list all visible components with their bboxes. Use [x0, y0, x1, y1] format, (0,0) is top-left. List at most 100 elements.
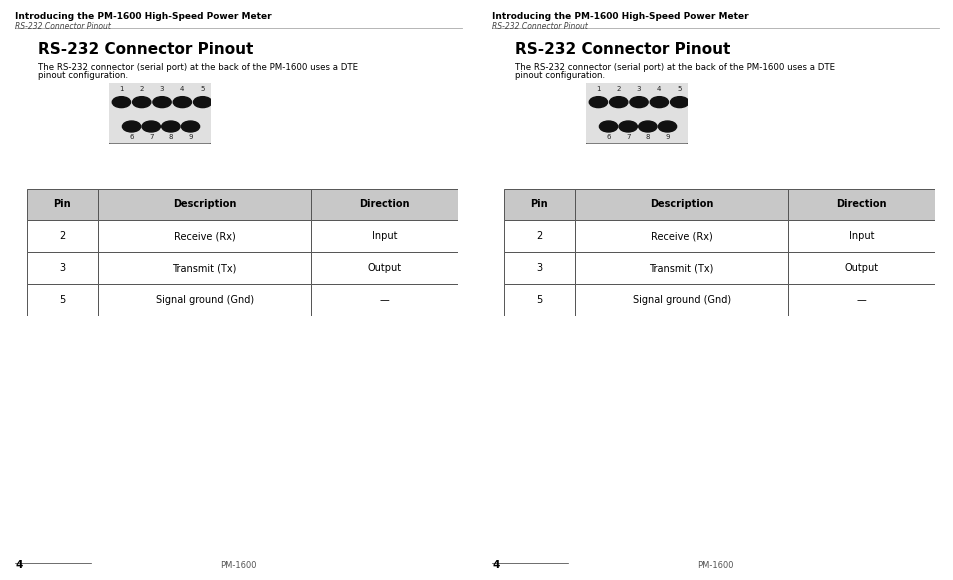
- Text: Output: Output: [367, 263, 401, 273]
- Text: 2: 2: [616, 86, 620, 92]
- Circle shape: [142, 121, 160, 132]
- Text: 3: 3: [159, 86, 164, 92]
- Bar: [787, 220, 934, 252]
- Circle shape: [173, 97, 192, 108]
- Text: Receive (Rx): Receive (Rx): [173, 231, 235, 241]
- Text: Signal ground (Gnd): Signal ground (Gnd): [155, 295, 253, 305]
- Text: The RS-232 connector (serial port) at the back of the PM-1600 uses a DTE: The RS-232 connector (serial port) at th…: [38, 63, 358, 72]
- Text: 8: 8: [645, 135, 649, 140]
- Text: Pin: Pin: [53, 200, 71, 209]
- Text: Transmit (Tx): Transmit (Tx): [172, 263, 236, 273]
- Text: Description: Description: [649, 200, 713, 209]
- Text: pinout configuration.: pinout configuration.: [38, 71, 128, 80]
- Text: 3: 3: [636, 86, 640, 92]
- Circle shape: [658, 121, 676, 132]
- FancyBboxPatch shape: [581, 81, 691, 145]
- Circle shape: [112, 97, 131, 108]
- Text: Signal ground (Gnd): Signal ground (Gnd): [632, 295, 730, 305]
- Bar: [311, 188, 457, 220]
- Bar: [575, 188, 787, 220]
- Text: 6: 6: [130, 135, 133, 140]
- Text: 8: 8: [169, 135, 172, 140]
- Circle shape: [650, 97, 668, 108]
- Text: 9: 9: [664, 135, 669, 140]
- Text: 4: 4: [492, 560, 499, 570]
- Text: RS-232 Connector Pinout: RS-232 Connector Pinout: [492, 22, 587, 31]
- Text: —: —: [379, 295, 389, 305]
- Circle shape: [598, 121, 617, 132]
- Bar: [787, 252, 934, 284]
- Text: Description: Description: [172, 200, 236, 209]
- Text: Input: Input: [372, 231, 397, 241]
- Circle shape: [161, 121, 180, 132]
- Bar: [503, 284, 575, 316]
- Bar: [503, 252, 575, 284]
- Text: 4: 4: [180, 86, 184, 92]
- Text: RS-232 Connector Pinout: RS-232 Connector Pinout: [15, 22, 111, 31]
- Text: 3: 3: [59, 263, 66, 273]
- Bar: [27, 188, 98, 220]
- Text: Transmit (Tx): Transmit (Tx): [649, 263, 713, 273]
- Text: Pin: Pin: [530, 200, 548, 209]
- Circle shape: [670, 97, 688, 108]
- Bar: [98, 252, 311, 284]
- Circle shape: [193, 97, 212, 108]
- Text: Direction: Direction: [836, 200, 886, 209]
- Bar: [311, 252, 457, 284]
- Text: —: —: [856, 295, 865, 305]
- Bar: [575, 220, 787, 252]
- Text: 3: 3: [536, 263, 542, 273]
- Text: 2: 2: [139, 86, 144, 92]
- Circle shape: [122, 121, 140, 132]
- Text: RS-232 Connector Pinout: RS-232 Connector Pinout: [515, 42, 730, 57]
- Text: Input: Input: [848, 231, 874, 241]
- Bar: [575, 252, 787, 284]
- Text: 9: 9: [188, 135, 193, 140]
- Text: PM-1600: PM-1600: [697, 560, 733, 570]
- Bar: [503, 220, 575, 252]
- Bar: [98, 284, 311, 316]
- Bar: [311, 284, 457, 316]
- Circle shape: [152, 97, 171, 108]
- Bar: [575, 284, 787, 316]
- Text: 4: 4: [15, 560, 23, 570]
- Circle shape: [132, 97, 151, 108]
- Text: Introducing the PM-1600 High-Speed Power Meter: Introducing the PM-1600 High-Speed Power…: [492, 12, 748, 21]
- Bar: [27, 220, 98, 252]
- Bar: [98, 188, 311, 220]
- Bar: [311, 220, 457, 252]
- Text: Receive (Rx): Receive (Rx): [650, 231, 712, 241]
- Text: Output: Output: [843, 263, 878, 273]
- Bar: [98, 220, 311, 252]
- Text: 7: 7: [625, 135, 630, 140]
- Circle shape: [589, 97, 607, 108]
- Text: 5: 5: [536, 295, 542, 305]
- Circle shape: [609, 97, 627, 108]
- Text: 4: 4: [657, 86, 660, 92]
- Text: 1: 1: [119, 86, 124, 92]
- Text: Introducing the PM-1600 High-Speed Power Meter: Introducing the PM-1600 High-Speed Power…: [15, 12, 272, 21]
- Text: PM-1600: PM-1600: [220, 560, 256, 570]
- Text: 7: 7: [149, 135, 153, 140]
- Bar: [503, 188, 575, 220]
- Text: Direction: Direction: [359, 200, 410, 209]
- Circle shape: [638, 121, 657, 132]
- Bar: [27, 252, 98, 284]
- Circle shape: [618, 121, 637, 132]
- FancyBboxPatch shape: [105, 81, 214, 145]
- Text: 5: 5: [677, 86, 681, 92]
- Text: 6: 6: [606, 135, 610, 140]
- Text: 2: 2: [59, 231, 66, 241]
- Circle shape: [629, 97, 647, 108]
- Text: pinout configuration.: pinout configuration.: [515, 71, 604, 80]
- Bar: [787, 284, 934, 316]
- Text: 1: 1: [596, 86, 600, 92]
- Bar: [27, 284, 98, 316]
- Text: 2: 2: [536, 231, 542, 241]
- Bar: [787, 188, 934, 220]
- Text: RS-232 Connector Pinout: RS-232 Connector Pinout: [38, 42, 253, 57]
- Circle shape: [181, 121, 199, 132]
- Text: 5: 5: [59, 295, 66, 305]
- Text: 5: 5: [200, 86, 205, 92]
- Text: The RS-232 connector (serial port) at the back of the PM-1600 uses a DTE: The RS-232 connector (serial port) at th…: [515, 63, 835, 72]
